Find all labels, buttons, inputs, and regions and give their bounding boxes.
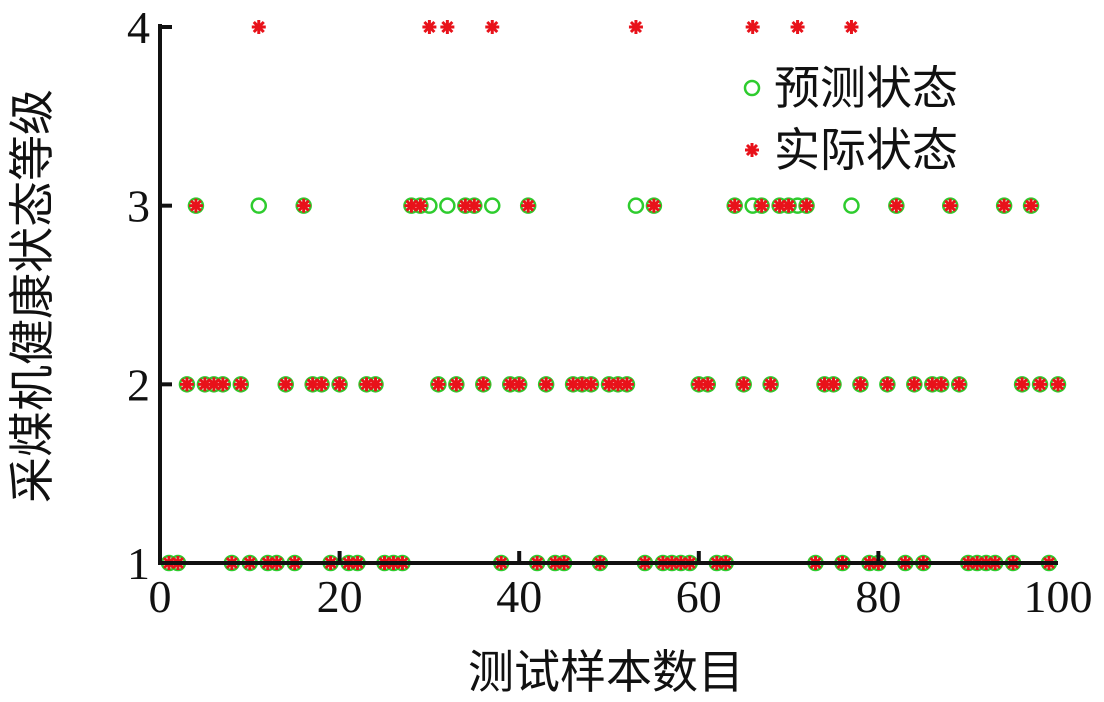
actual-point bbox=[179, 377, 194, 392]
predicted-point bbox=[484, 197, 501, 214]
y-tick-label: 2 bbox=[127, 359, 150, 410]
actual-point bbox=[1015, 377, 1030, 392]
predicted-point bbox=[250, 197, 268, 214]
actual-point bbox=[790, 20, 805, 34]
legend-label-predicted: 预测状态 bbox=[774, 63, 958, 114]
actual-point bbox=[512, 377, 527, 392]
actual-point bbox=[521, 198, 536, 213]
actual-point bbox=[907, 377, 922, 392]
actual-point bbox=[934, 377, 949, 392]
actual-point bbox=[745, 20, 760, 34]
actual-point bbox=[296, 198, 311, 213]
predicted-point bbox=[627, 197, 645, 214]
actual-point bbox=[197, 377, 212, 392]
y-tick-label: 1 bbox=[127, 538, 150, 589]
actual-point bbox=[826, 377, 841, 392]
axis-ticks: 0 20 40 60 80 100 1 2 3 4 bbox=[127, 2, 1093, 622]
actual-point bbox=[736, 377, 751, 392]
actual-point bbox=[943, 198, 958, 213]
actual-point bbox=[188, 198, 203, 213]
y-axis-title: 采煤机健康状态等级 bbox=[7, 89, 58, 503]
x-axis-title: 测试样本数目 bbox=[468, 647, 744, 698]
actual-point bbox=[215, 377, 230, 392]
actual-point bbox=[440, 20, 455, 34]
actual-point bbox=[251, 20, 266, 34]
x-tick-label: 40 bbox=[496, 571, 542, 622]
actual-point bbox=[799, 198, 814, 213]
actual-point bbox=[817, 377, 832, 392]
legend: 预测状态 实际状态 bbox=[743, 63, 958, 176]
actual-point bbox=[449, 377, 464, 392]
actual-point bbox=[584, 377, 599, 392]
actual-point bbox=[844, 20, 859, 34]
actual-point bbox=[233, 377, 248, 392]
actual-point bbox=[1051, 377, 1065, 392]
y-tick-label: 3 bbox=[127, 181, 150, 232]
x-tick-label: 100 bbox=[1024, 571, 1093, 622]
actual-point bbox=[1024, 198, 1039, 213]
actual-point bbox=[422, 20, 437, 34]
legend-marker-predicted bbox=[743, 79, 761, 97]
y-tick-label: 4 bbox=[127, 2, 150, 53]
actual-point bbox=[467, 198, 482, 213]
actual-point bbox=[853, 377, 868, 392]
actual-point bbox=[539, 377, 554, 392]
actual-point bbox=[368, 377, 383, 392]
actual-point bbox=[431, 377, 446, 392]
actual-point bbox=[1033, 377, 1048, 392]
actual-point bbox=[458, 198, 473, 213]
actual-point bbox=[889, 198, 904, 213]
actual-point bbox=[763, 377, 778, 392]
predicted-point bbox=[843, 197, 860, 214]
actual-point bbox=[952, 377, 967, 392]
x-tick-label: 60 bbox=[676, 571, 722, 622]
legend-label-actual: 实际状态 bbox=[774, 125, 958, 176]
actual-point bbox=[314, 377, 329, 392]
x-tick-label: 20 bbox=[317, 571, 363, 622]
actual-point bbox=[628, 20, 643, 34]
actual-point bbox=[754, 198, 769, 213]
actual-point bbox=[646, 198, 661, 213]
x-tick-label: 80 bbox=[855, 571, 901, 622]
predicted-point bbox=[439, 197, 456, 214]
actual-point bbox=[781, 198, 796, 213]
actual-point bbox=[880, 377, 895, 392]
actual-point bbox=[413, 198, 428, 213]
actual-point bbox=[332, 377, 347, 392]
actual-point bbox=[278, 377, 293, 392]
actual-point bbox=[476, 377, 491, 392]
x-tick-label: 0 bbox=[149, 571, 172, 622]
legend-marker-actual bbox=[745, 143, 759, 157]
actual-point bbox=[619, 377, 634, 392]
actual-point bbox=[485, 20, 500, 34]
actual-point bbox=[700, 377, 715, 392]
actual-point bbox=[727, 198, 742, 213]
actual-point bbox=[997, 198, 1012, 213]
